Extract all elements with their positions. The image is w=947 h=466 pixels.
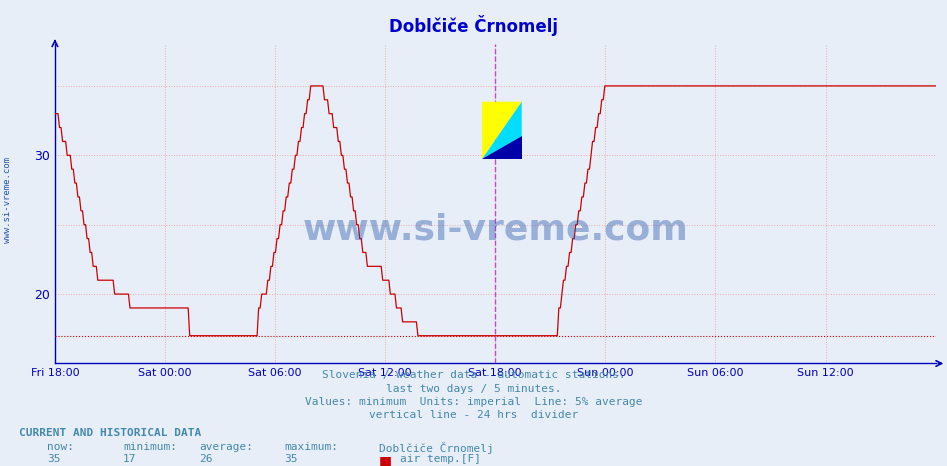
Text: Doblčiče Črnomelj: Doblčiče Črnomelj — [389, 15, 558, 36]
Text: maximum:: maximum: — [284, 442, 338, 452]
Text: www.si-vreme.com: www.si-vreme.com — [302, 212, 688, 247]
Text: CURRENT AND HISTORICAL DATA: CURRENT AND HISTORICAL DATA — [19, 428, 201, 438]
Text: 26: 26 — [199, 454, 212, 464]
Text: 35: 35 — [284, 454, 297, 464]
Text: now:: now: — [47, 442, 75, 452]
Text: last two days / 5 minutes.: last two days / 5 minutes. — [385, 384, 562, 393]
Text: Slovenia / weather data - automatic stations.: Slovenia / weather data - automatic stat… — [322, 370, 625, 380]
Text: Values: minimum  Units: imperial  Line: 5% average: Values: minimum Units: imperial Line: 5%… — [305, 397, 642, 406]
Text: average:: average: — [199, 442, 253, 452]
Text: minimum:: minimum: — [123, 442, 177, 452]
Text: www.si-vreme.com: www.si-vreme.com — [3, 158, 12, 243]
Polygon shape — [482, 136, 522, 159]
Text: 35: 35 — [47, 454, 61, 464]
Text: ■: ■ — [379, 454, 392, 466]
Polygon shape — [482, 102, 522, 159]
Polygon shape — [482, 102, 522, 159]
Text: vertical line - 24 hrs  divider: vertical line - 24 hrs divider — [369, 410, 578, 419]
Text: Doblčiče Črnomelj: Doblčiče Črnomelj — [379, 442, 493, 454]
Text: 17: 17 — [123, 454, 136, 464]
Text: air temp.[F]: air temp.[F] — [400, 454, 481, 464]
